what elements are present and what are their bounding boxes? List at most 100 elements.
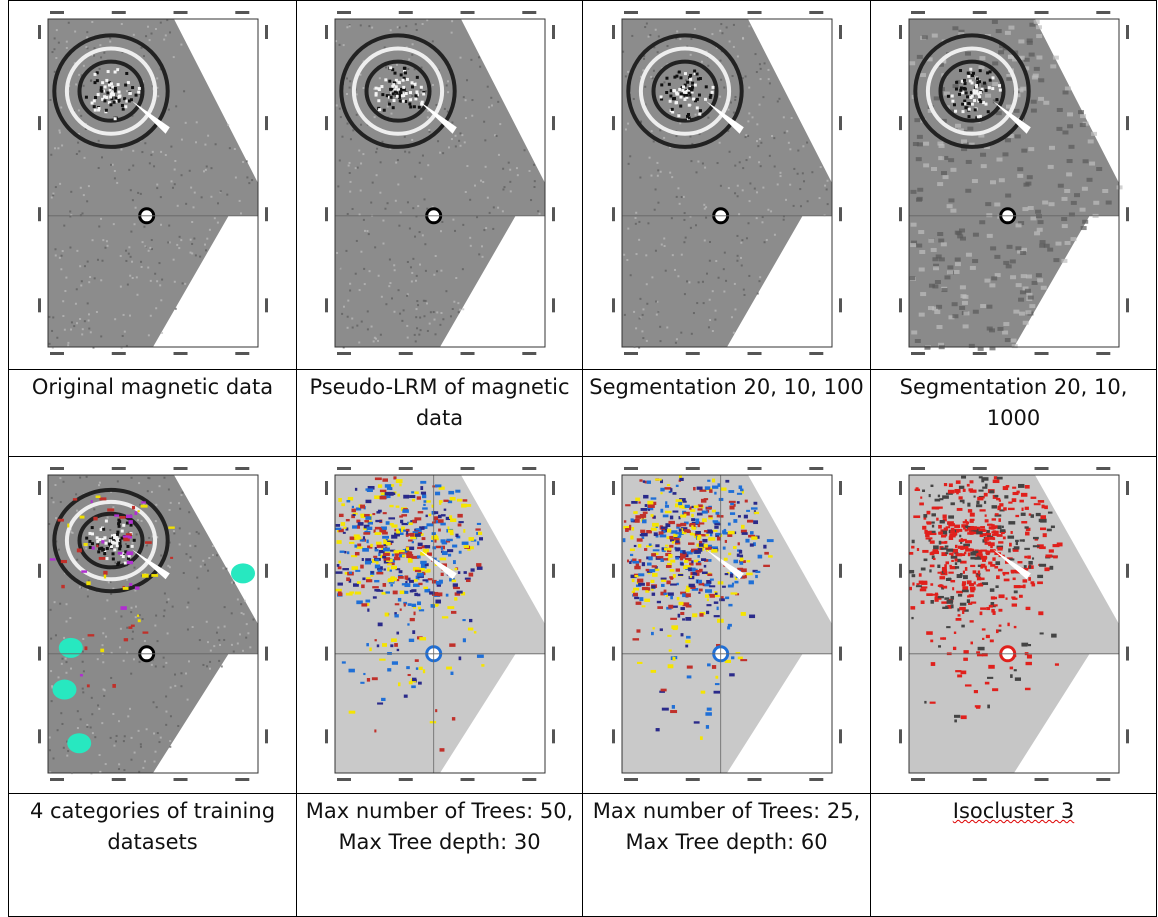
class-mark — [937, 495, 939, 498]
feature — [998, 84, 1001, 87]
texture — [167, 488, 169, 490]
class-mark — [398, 550, 405, 552]
texture — [659, 171, 661, 173]
texture — [193, 238, 195, 240]
texture — [206, 238, 208, 240]
texture — [251, 179, 253, 181]
class-mark — [768, 555, 773, 557]
class-mark — [125, 515, 131, 518]
texture — [180, 174, 182, 176]
class-mark — [909, 552, 913, 555]
texture — [717, 277, 719, 279]
texture — [195, 121, 197, 123]
class-mark — [95, 496, 100, 498]
texture — [470, 59, 472, 61]
class-mark — [479, 537, 483, 540]
class-mark — [376, 644, 378, 647]
texture — [447, 146, 449, 148]
feature — [90, 542, 93, 545]
texture — [230, 644, 232, 646]
texture — [432, 311, 434, 313]
texture — [62, 481, 64, 483]
texture — [50, 197, 52, 199]
tick-label-glyph — [50, 467, 64, 470]
class-mark — [738, 485, 742, 489]
texture — [947, 265, 953, 269]
texture — [431, 84, 433, 86]
texture — [1096, 167, 1102, 171]
texture — [972, 233, 978, 237]
texture — [411, 54, 413, 56]
class-mark — [1024, 688, 1030, 690]
texture — [397, 289, 399, 291]
class-mark — [944, 597, 949, 599]
class-mark — [633, 511, 637, 514]
texture — [675, 338, 677, 340]
class-mark — [930, 600, 933, 604]
texture — [792, 205, 794, 207]
class-mark — [650, 497, 656, 499]
texture — [669, 172, 671, 174]
class-mark — [973, 496, 975, 498]
texture — [63, 637, 65, 639]
texture — [375, 151, 377, 153]
class-mark — [677, 614, 680, 618]
class-mark — [980, 564, 985, 568]
class-mark — [926, 521, 930, 523]
texture — [1048, 146, 1054, 150]
texture — [703, 239, 705, 241]
feature — [975, 90, 978, 93]
feature — [99, 89, 102, 92]
texture — [729, 102, 731, 104]
texture — [379, 192, 381, 194]
texture — [431, 40, 433, 42]
texture — [89, 331, 91, 333]
texture — [915, 157, 921, 161]
class-mark — [435, 492, 440, 496]
texture — [738, 213, 740, 215]
class-mark — [950, 502, 954, 505]
map-image — [22, 461, 284, 787]
tick-label-glyph — [337, 352, 351, 355]
texture — [139, 746, 141, 748]
texture — [394, 200, 396, 202]
texture — [499, 123, 501, 125]
texture — [649, 34, 651, 36]
class-mark — [998, 569, 1003, 572]
class-mark — [725, 480, 729, 483]
texture — [158, 262, 160, 264]
class-mark — [710, 534, 712, 537]
class-mark — [708, 515, 712, 517]
texture — [239, 212, 241, 214]
texture — [208, 557, 210, 559]
texture — [411, 139, 413, 141]
tick-label-glyph — [265, 729, 268, 743]
texture — [348, 162, 350, 164]
class-mark — [416, 555, 420, 558]
texture — [207, 570, 209, 572]
class-mark — [57, 519, 63, 522]
feature — [973, 99, 976, 102]
texture — [742, 37, 744, 39]
class-mark — [1010, 674, 1013, 678]
texture — [488, 106, 490, 108]
texture — [1067, 112, 1073, 116]
class-mark — [731, 656, 734, 659]
class-mark — [382, 478, 388, 481]
class-mark — [137, 510, 139, 512]
tick-label-glyph — [173, 778, 187, 781]
class-mark — [983, 493, 987, 497]
class-mark — [84, 646, 87, 650]
class-mark — [352, 514, 355, 516]
tick-label-glyph — [899, 647, 902, 661]
class-mark — [170, 557, 173, 559]
texture — [940, 171, 946, 175]
class-mark — [443, 509, 446, 511]
texture — [56, 337, 58, 339]
feature — [972, 89, 975, 92]
class-mark — [706, 604, 711, 606]
class-mark — [992, 480, 999, 483]
feature — [393, 91, 396, 94]
class-mark — [423, 500, 426, 503]
class-mark — [382, 643, 387, 647]
